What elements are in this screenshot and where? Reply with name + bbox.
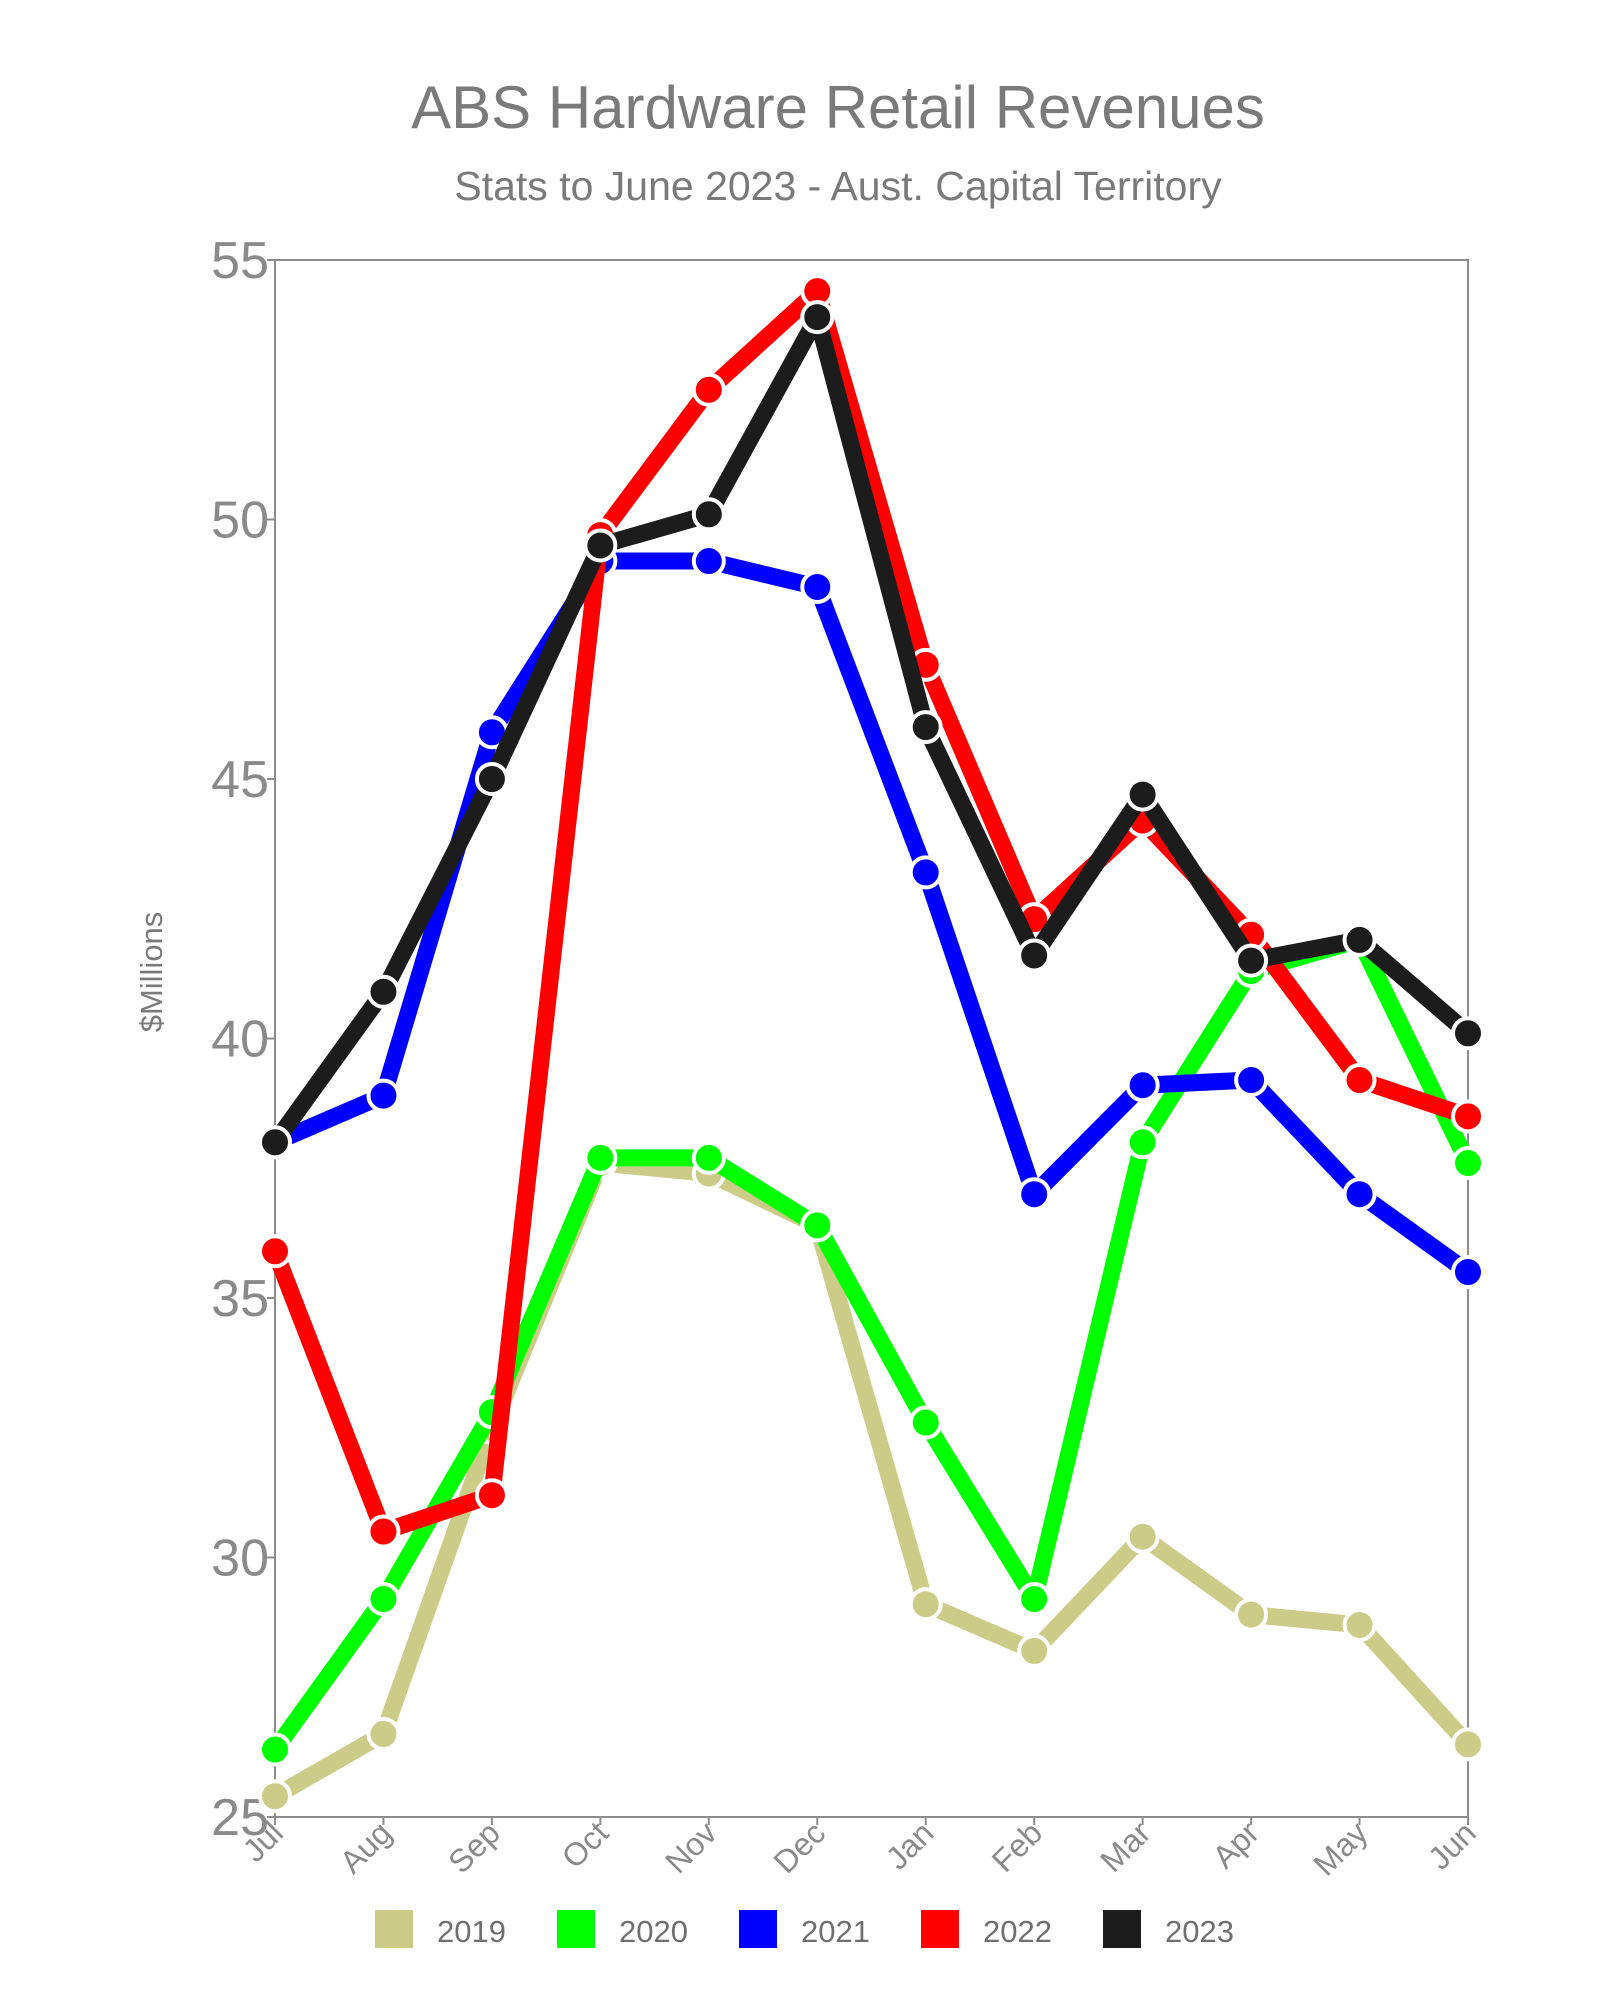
data-point-2020 xyxy=(258,1732,292,1767)
data-point-2022 xyxy=(366,1514,401,1549)
data-point-2020 xyxy=(366,1582,401,1617)
data-point-2021 xyxy=(1451,1255,1485,1290)
data-point-2021 xyxy=(691,544,726,579)
data-point-2021 xyxy=(1017,1177,1052,1212)
series-line-2019 xyxy=(266,1154,1477,1805)
data-point-2019 xyxy=(366,1716,401,1751)
legend-label-2021: 2021 xyxy=(801,1914,870,1949)
y-tick-label: 55 xyxy=(211,232,269,290)
y-tick-label: 45 xyxy=(211,751,269,809)
series-line-2023 xyxy=(266,308,1477,1151)
data-point-2019 xyxy=(1342,1607,1377,1642)
x-tick-label: Sep xyxy=(441,1814,507,1880)
data-point-2022 xyxy=(258,1234,292,1269)
data-point-2019 xyxy=(1451,1727,1485,1762)
series-2021 xyxy=(258,544,1485,1290)
x-tick-label: May xyxy=(1306,1814,1374,1882)
x-tick-label: Mar xyxy=(1093,1814,1158,1879)
data-point-2022 xyxy=(691,372,726,407)
legend-label-2022: 2022 xyxy=(983,1914,1052,1949)
y-axis-label: $Millions xyxy=(134,912,169,1033)
data-point-2023 xyxy=(800,300,835,335)
legend-swatch-2020 xyxy=(557,1910,595,1948)
data-point-2023 xyxy=(366,974,401,1009)
x-tick-label: Jun xyxy=(1421,1814,1483,1876)
data-point-2019 xyxy=(1125,1519,1160,1554)
data-point-2023 xyxy=(1017,938,1052,973)
data-point-2019 xyxy=(1017,1633,1052,1668)
data-point-2023 xyxy=(1451,1016,1485,1051)
data-point-2023 xyxy=(908,710,943,745)
data-point-2022 xyxy=(1342,1063,1377,1098)
data-point-2021 xyxy=(1234,1063,1269,1098)
data-point-2023 xyxy=(474,762,509,796)
legend: 2019 2020 2021 2022 2023 xyxy=(375,1910,1234,1949)
x-tick-label: Oct xyxy=(555,1814,616,1875)
series-line-2020 xyxy=(266,931,1477,1759)
data-point-2020 xyxy=(691,1140,726,1175)
x-tick-label: Jan xyxy=(879,1814,941,1876)
data-point-2021 xyxy=(800,569,835,604)
legend-label-2020: 2020 xyxy=(619,1914,688,1949)
data-point-2023 xyxy=(258,1125,292,1160)
series-line-2021 xyxy=(266,552,1477,1281)
data-point-2023 xyxy=(583,528,618,563)
series-2020 xyxy=(258,922,1485,1767)
series-line-2022 xyxy=(266,282,1477,1541)
x-tick-label: Aug xyxy=(333,1814,399,1880)
legend-label-2019: 2019 xyxy=(437,1914,506,1949)
data-point-2023 xyxy=(691,497,726,532)
data-point-2023 xyxy=(1125,777,1160,812)
chart-title: ABS Hardware Retail Revenues xyxy=(411,74,1265,141)
data-point-2022 xyxy=(1451,1099,1485,1134)
data-point-2022 xyxy=(474,1478,509,1513)
data-point-2020 xyxy=(1451,1146,1485,1181)
data-point-2021 xyxy=(908,855,943,890)
data-point-2020 xyxy=(908,1405,943,1440)
y-tick-label: 35 xyxy=(211,1270,269,1328)
data-point-2020 xyxy=(800,1208,835,1243)
data-point-2019 xyxy=(258,1779,292,1814)
data-point-2023 xyxy=(1342,922,1377,957)
chart-subtitle: Stats to June 2023 - Aust. Capital Terri… xyxy=(454,163,1222,209)
data-point-2021 xyxy=(366,1078,401,1113)
data-point-2019 xyxy=(1234,1597,1269,1632)
y-tick-label: 30 xyxy=(211,1530,269,1588)
legend-swatch-2022 xyxy=(921,1910,959,1948)
data-point-2019 xyxy=(908,1587,943,1622)
x-tick-label: Nov xyxy=(658,1814,724,1880)
series-layer xyxy=(258,274,1485,1814)
x-tick-label: Dec xyxy=(767,1814,833,1880)
legend-swatch-2021 xyxy=(739,1910,777,1948)
legend-label-2023: 2023 xyxy=(1165,1914,1234,1949)
x-tick-label: Feb xyxy=(985,1814,1049,1878)
data-point-2020 xyxy=(1017,1582,1052,1617)
legend-swatch-2019 xyxy=(375,1910,413,1948)
data-point-2020 xyxy=(583,1140,618,1175)
legend-swatch-2023 xyxy=(1103,1910,1141,1948)
series-2023 xyxy=(258,300,1485,1160)
y-tick-label: 40 xyxy=(211,1011,269,1069)
x-axis: Jul Aug Sep Oct Nov Dec Jan Feb Mar Apr May Jun xyxy=(236,1814,1483,1882)
data-point-2021 xyxy=(1125,1068,1160,1103)
data-point-2023 xyxy=(1234,943,1269,978)
y-tick-label: 50 xyxy=(211,492,269,550)
data-point-2021 xyxy=(1342,1177,1377,1212)
x-tick-label: Apr xyxy=(1205,1814,1266,1875)
data-point-2020 xyxy=(1125,1125,1160,1160)
